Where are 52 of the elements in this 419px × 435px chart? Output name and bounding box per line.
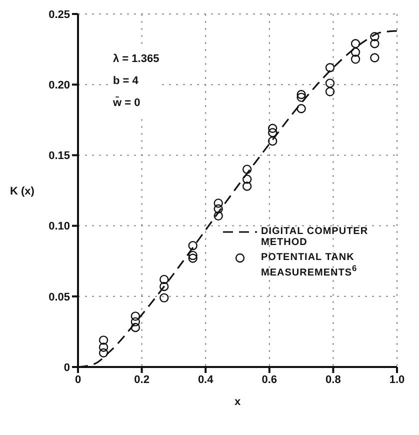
x-tick-label: 0.4 (198, 374, 214, 386)
point (242, 164, 252, 174)
point (188, 240, 198, 250)
annotation: w̄ = 0 (113, 96, 142, 111)
point (160, 293, 169, 302)
point (160, 282, 169, 292)
x-axis-title: x (234, 396, 242, 408)
y-axis-title: K (x) (10, 185, 35, 198)
x-tick-label: 0.6 (262, 374, 278, 386)
point (130, 317, 140, 326)
point (242, 182, 252, 191)
y-tick-label: 0.20 (48, 80, 70, 92)
point (325, 87, 335, 96)
legend-label: POTENTIAL TANK MEASUREMENTS$^{6}$ (261, 252, 358, 278)
x-tick-label: 1.0 (389, 374, 405, 386)
point (130, 322, 140, 332)
y-tick-label: 0.25 (48, 8, 70, 21)
point (296, 104, 306, 114)
y-tick-label: 0 (64, 362, 70, 374)
point (350, 48, 360, 57)
point (98, 348, 108, 358)
point (370, 39, 380, 48)
point (370, 32, 380, 42)
legend-label: DIGITAL COMPUTER METHOD (261, 226, 370, 248)
point (325, 63, 335, 72)
point (268, 124, 278, 133)
point (98, 336, 108, 345)
y-tick-label: 0.05 (48, 291, 70, 304)
point (188, 250, 198, 260)
point (130, 312, 140, 321)
point (370, 53, 380, 62)
x-tick-label: 0 (74, 374, 82, 386)
point (350, 54, 360, 64)
y-tick-label: 0.15 (48, 150, 70, 162)
point (325, 78, 335, 88)
point (160, 274, 169, 284)
point (188, 254, 198, 263)
point (242, 174, 252, 184)
point (296, 92, 306, 102)
x-tick-label: 0.8 (326, 374, 341, 386)
annotation: b = 4 (113, 74, 140, 89)
point (214, 198, 223, 208)
point (350, 39, 360, 48)
point (268, 136, 278, 146)
x-tick-label: 0.2 (134, 374, 150, 386)
point (214, 204, 223, 214)
annotation: λ = 1.365 (113, 52, 160, 67)
point (296, 90, 306, 100)
y-tick-label: 0.10 (48, 220, 70, 233)
point (214, 211, 223, 221)
point (98, 342, 108, 352)
point (268, 128, 278, 138)
